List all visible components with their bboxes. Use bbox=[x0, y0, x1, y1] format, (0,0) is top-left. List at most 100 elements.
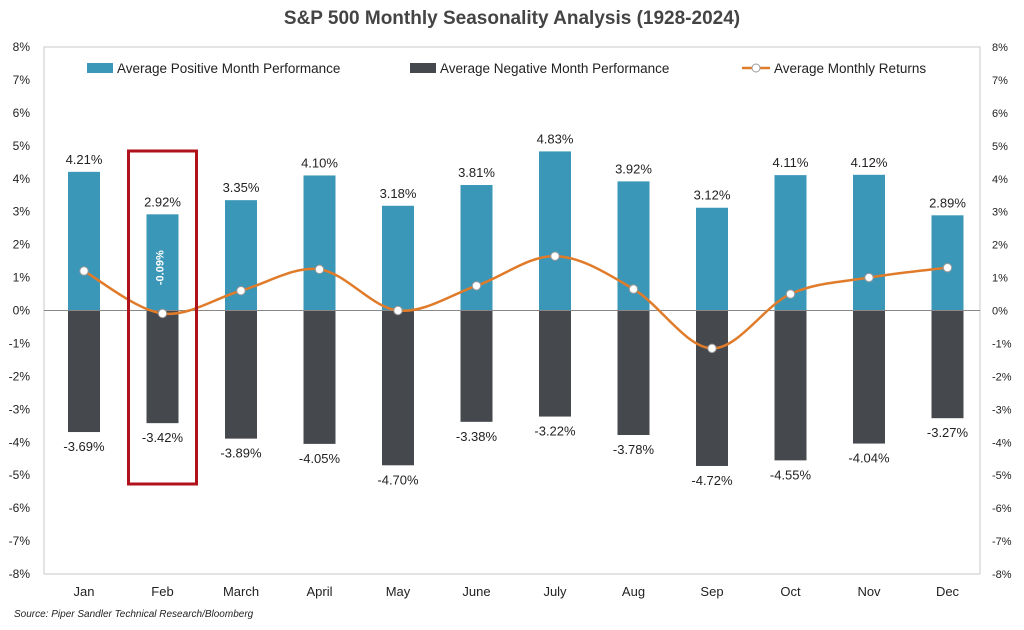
returns-point bbox=[157, 308, 168, 319]
legend-marker-returns bbox=[751, 63, 761, 73]
returns-point bbox=[236, 286, 246, 296]
y-tick-label-left: 3% bbox=[13, 205, 31, 219]
negative-bar bbox=[617, 310, 650, 436]
positive-bar-label: 3.12% bbox=[694, 188, 731, 203]
bar-label-group: 4.21% -3.69% 2.92% -3.42% 3.35% -3.89% 4.10% -4… bbox=[63, 131, 968, 488]
positive-bar bbox=[853, 174, 885, 311]
negative-bar bbox=[303, 310, 336, 444]
y-tick-label-left: -1% bbox=[9, 336, 31, 350]
returns-point bbox=[471, 281, 482, 291]
negative-bar bbox=[68, 310, 100, 433]
x-tick-label: Sep bbox=[700, 584, 723, 599]
positive-bar-label: 3.18% bbox=[380, 186, 417, 201]
positive-bar-label: 3.81% bbox=[458, 165, 495, 180]
chart-title: S&P 500 Monthly Seasonality Analysis (19… bbox=[283, 8, 741, 29]
negative-bar-label: -3.78% bbox=[613, 442, 655, 457]
negative-bar-label: -4.70% bbox=[377, 472, 419, 487]
negative-bar-label: -3.38% bbox=[456, 429, 498, 444]
positive-bar bbox=[146, 214, 179, 311]
x-tick-label: July bbox=[543, 584, 567, 599]
returns-point bbox=[393, 305, 403, 316]
y-tick-label-left: 2% bbox=[13, 238, 31, 252]
negative-bar bbox=[696, 310, 728, 466]
returns-point bbox=[785, 289, 796, 299]
negative-bar-label: -3.69% bbox=[63, 439, 105, 454]
y-tick-label-right: 8% bbox=[992, 42, 1008, 54]
returns-point bbox=[314, 264, 325, 275]
positive-bar bbox=[774, 175, 807, 311]
y-tick-label-left: 8% bbox=[13, 40, 31, 54]
y-tick-label-left: 0% bbox=[13, 304, 31, 318]
x-tick-label: Oct bbox=[780, 584, 801, 599]
x-tick-label: Feb bbox=[151, 584, 173, 599]
feb-average-label: -0.09% bbox=[155, 250, 167, 285]
legend-swatch-negative bbox=[410, 63, 436, 73]
negative-bar-label: -4.55% bbox=[770, 467, 812, 482]
positive-bar-label: 4.11% bbox=[773, 155, 809, 170]
returns-point bbox=[942, 262, 953, 273]
positive-bar-label: 2.89% bbox=[929, 195, 966, 210]
returns-point bbox=[628, 284, 639, 294]
returns-line bbox=[83, 254, 948, 350]
y-tick-label-left: 1% bbox=[13, 271, 31, 285]
negative-bar-label: -4.72% bbox=[691, 473, 733, 488]
legend-label-returns: Average Monthly Returns bbox=[774, 61, 926, 76]
legend-swatch-positive bbox=[87, 63, 113, 73]
y-axis-right: 8% 7% 6% 5% 4% 3% 2% 1% 0% -1% -2% -3% -4% -5% -6% -7% -… bbox=[992, 42, 1012, 581]
positive-bar bbox=[696, 207, 728, 311]
negative-bar-label: -3.22% bbox=[534, 424, 576, 439]
y-tick-label-left: 4% bbox=[13, 172, 31, 186]
positive-bar bbox=[382, 205, 414, 311]
positive-bar-label: 3.92% bbox=[615, 161, 652, 176]
negative-bar bbox=[774, 310, 807, 461]
positive-bar-label: 4.21% bbox=[66, 152, 103, 167]
y-tick-label-right: 6% bbox=[992, 108, 1008, 120]
y-tick-label-left: -8% bbox=[9, 567, 31, 581]
positive-bar bbox=[539, 151, 571, 311]
negative-bar bbox=[853, 310, 885, 444]
y-tick-label-left: -3% bbox=[9, 402, 31, 416]
positive-bar-label: 4.12% bbox=[851, 155, 888, 170]
legend: Average Positive Month Performance Averag… bbox=[87, 61, 926, 76]
negative-bar-label: -4.05% bbox=[299, 451, 341, 466]
x-tick-label: Aug bbox=[622, 584, 645, 599]
positive-bar-label: 4.83% bbox=[537, 131, 574, 146]
returns-point bbox=[707, 343, 717, 354]
x-tick-label: Nov bbox=[857, 584, 881, 599]
negative-bar bbox=[146, 310, 179, 424]
negative-bar-label: -4.04% bbox=[848, 451, 890, 466]
y-tick-label-left: 7% bbox=[13, 73, 31, 87]
y-axis-left: 8% 7% 6% 5% 4% 3% 2% 1% 0% -1% -2% -3% -4% -5% -6% -7% -… bbox=[9, 40, 31, 581]
x-tick-label: April bbox=[306, 584, 332, 599]
feb-highlight-box bbox=[127, 149, 198, 486]
y-tick-label-left: 6% bbox=[13, 106, 31, 120]
negative-bar bbox=[931, 310, 964, 419]
y-tick-label-right: 3% bbox=[992, 207, 1008, 219]
x-tick-label: March bbox=[223, 584, 259, 599]
returns-point bbox=[79, 266, 89, 276]
y-tick-label-left: -6% bbox=[9, 501, 31, 515]
y-tick-label-right: -8% bbox=[992, 569, 1012, 581]
y-tick-label-right: -3% bbox=[992, 404, 1012, 416]
negative-bar-label: -3.42% bbox=[142, 430, 184, 445]
positive-bar bbox=[303, 175, 336, 311]
returns-point bbox=[864, 272, 874, 283]
positive-bar-label: 3.35% bbox=[223, 180, 260, 195]
x-tick-label: Jan bbox=[74, 584, 95, 599]
y-tick-label-right: -4% bbox=[992, 437, 1012, 449]
y-tick-label-left: -2% bbox=[9, 369, 31, 383]
y-tick-label-left: -4% bbox=[9, 435, 31, 449]
legend-label-positive: Average Positive Month Performance bbox=[117, 61, 340, 76]
negative-bar bbox=[460, 310, 493, 422]
x-axis: Jan Feb March April May June July Aug Sep Oct Nov D… bbox=[74, 584, 960, 599]
y-tick-label-right: -1% bbox=[992, 338, 1012, 350]
y-tick-label-left: 5% bbox=[13, 139, 31, 153]
y-tick-label-right: 4% bbox=[992, 174, 1008, 186]
negative-bar-label: -3.27% bbox=[927, 425, 969, 440]
y-tick-label-right: 7% bbox=[992, 75, 1008, 87]
negative-bar bbox=[382, 310, 414, 466]
source-note: Source: Piper Sandler Technical Research… bbox=[14, 609, 254, 620]
y-tick-label-left: -5% bbox=[9, 468, 31, 482]
y-tick-label-left: -7% bbox=[9, 534, 31, 548]
